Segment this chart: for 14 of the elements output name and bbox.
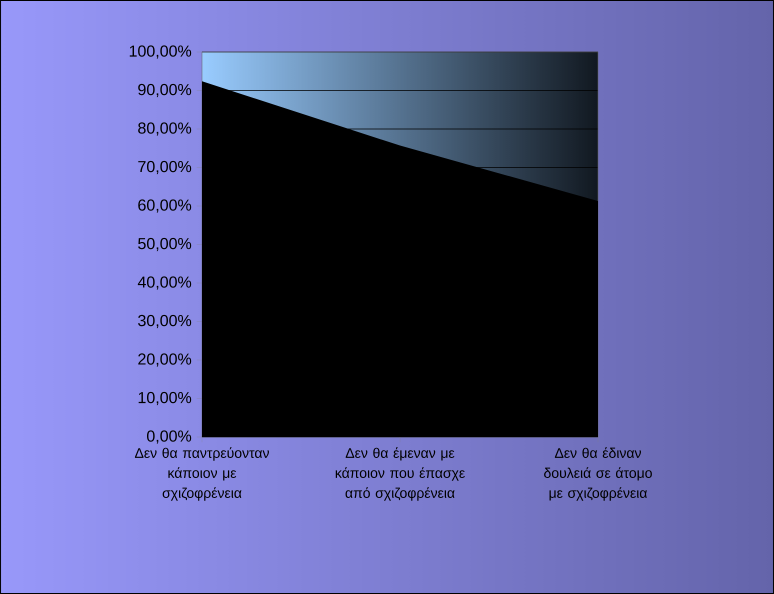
y-tick-label: 80,00% [138,122,192,136]
x-tick-label: Δεν θα έδιναν δουλειά σε άτομο με σχιζοφρένεια [544,447,652,501]
y-tick-label: 0,00% [146,430,192,444]
y-tick-label: 90,00% [138,84,192,98]
y-tick-label: 100,00% [130,45,192,59]
y-tick-label: 70,00% [138,160,192,174]
y-tick-label: 30,00% [138,314,192,328]
y-tick-label: 40,00% [138,276,192,290]
y-tick-label: 60,00% [138,199,192,213]
x-tick-label: Δεν θα έμεναν με κάποιον που έπασχε από σχιζοφρένεια [336,447,465,501]
x-tick-label: Δεν θα παντρεύονταν κάποιον με σχιζοφρένεια [134,447,269,501]
y-tick-label: 20,00% [138,353,192,367]
y-tick-label: 50,00% [138,238,192,252]
y-tick-label: 10,00% [138,392,192,406]
